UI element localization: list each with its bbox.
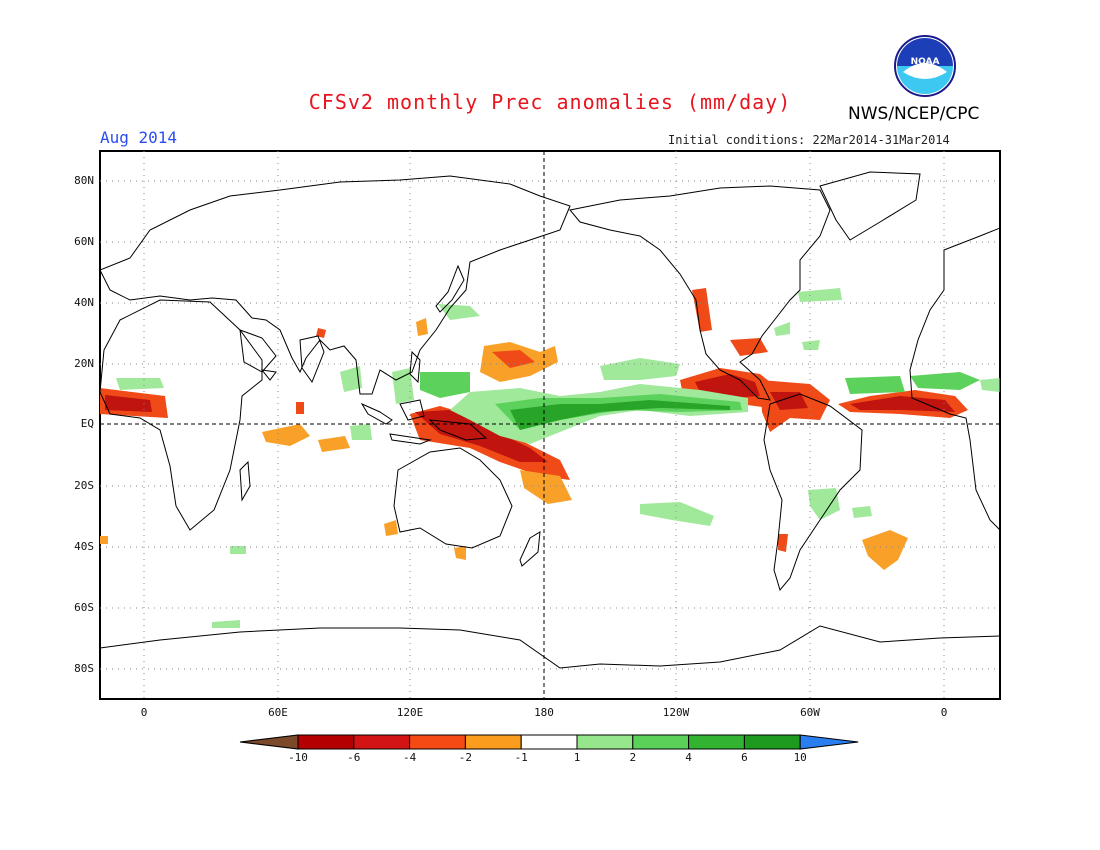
- greenland-outline: [819, 171, 921, 241]
- agency-label: NWS/NCEP/CPC: [848, 104, 980, 124]
- colorbar-label: 1: [573, 751, 581, 764]
- lat-label: EQ: [80, 417, 94, 430]
- lat-label: 60S: [74, 601, 94, 614]
- eurasia-outline: [100, 175, 571, 395]
- lon-label: 60W: [800, 706, 820, 719]
- colorbar-label: -2: [458, 751, 473, 764]
- colorbar-swatch: [576, 734, 634, 750]
- lat-label: 20S: [74, 479, 94, 492]
- australia-outline: [393, 447, 513, 549]
- valid-month-label: Aug 2014: [100, 128, 178, 147]
- colorbar-lower-extend: [239, 734, 299, 750]
- colorbar-swatch: [464, 734, 522, 750]
- antarctica-outline: [100, 625, 1000, 669]
- colorbar-label: -4: [402, 751, 417, 764]
- lat-label: 40N: [74, 296, 94, 309]
- japan-outline: [435, 264, 465, 313]
- colorbar-label: -1: [514, 751, 528, 764]
- colorbar-label: 2: [629, 751, 637, 764]
- noaa-logo: NOAA: [894, 35, 956, 97]
- lat-label: 80N: [74, 174, 94, 187]
- lat-label: 40S: [74, 540, 94, 553]
- colorbar-swatch: [297, 734, 355, 750]
- colorbar-swatch: [688, 734, 745, 750]
- equator-dateline: [100, 151, 1000, 699]
- lon-label: 0: [140, 706, 148, 719]
- india-outline: [299, 335, 325, 384]
- lon-label: 120E: [396, 706, 424, 719]
- lat-lon-grid: [100, 151, 1000, 699]
- colorbar-label: -6: [347, 751, 361, 764]
- noaa-logo-text: NOAA: [911, 57, 940, 67]
- coastlines: [100, 171, 1000, 669]
- lon-label: 60E: [268, 706, 288, 719]
- lon-label: 0: [940, 706, 948, 719]
- initial-conditions-label: Initial conditions: 22Mar2014-31Mar2014: [668, 133, 950, 147]
- colorbar-swatch: [409, 734, 466, 750]
- madagascar-outline: [239, 460, 251, 502]
- colorbar-swatch: [353, 734, 411, 750]
- colorbar-label: 6: [741, 751, 748, 764]
- colorbar-swatch: [520, 734, 578, 750]
- colorbar-label: -10: [288, 751, 308, 764]
- north-america-outline: [569, 185, 831, 401]
- south-america-outline: [763, 393, 863, 592]
- lat-label: 20N: [74, 357, 94, 370]
- lon-label: 120W: [662, 706, 690, 719]
- map-title: CFSv2 monthly Prec anomalies (mm/day): [308, 90, 792, 114]
- lat-label: 60N: [74, 235, 94, 248]
- colorbar-label: 4: [685, 751, 692, 764]
- lat-label: 80S: [74, 662, 94, 675]
- colorbar-swatch: [632, 734, 690, 750]
- colorbar-swatch: [743, 734, 801, 750]
- colorbar-label: 10: [793, 751, 807, 764]
- colorbar: [239, 734, 859, 750]
- colorbar-upper-extend: [799, 734, 859, 750]
- lon-label: 180: [534, 706, 554, 719]
